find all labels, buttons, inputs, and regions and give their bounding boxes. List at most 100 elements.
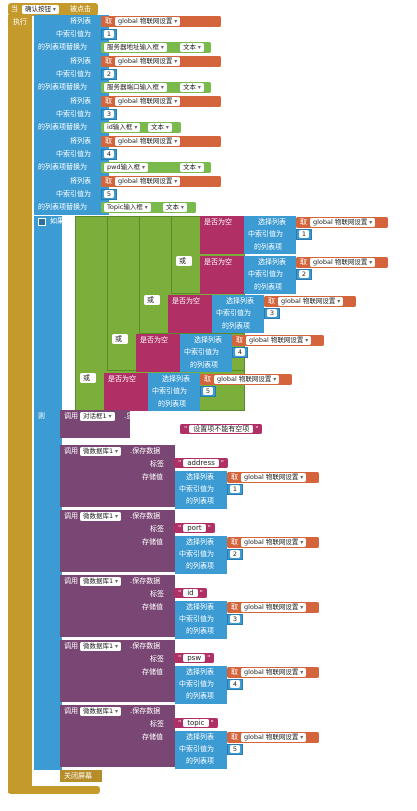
gear-icon[interactable] (38, 218, 46, 226)
textbox-dropdown[interactable]: pwd输入框 (104, 163, 148, 172)
close-screen-block[interactable] (60, 770, 102, 782)
global-var-dropdown[interactable]: global 物联网设置 (115, 137, 181, 146)
index-number[interactable]: 5 (230, 745, 240, 753)
textbox-dropdown[interactable]: 服务器端口输入框 (104, 83, 167, 92)
is-empty-block[interactable] (200, 216, 244, 254)
global-var-dropdown[interactable]: global 物联网设置 (246, 336, 312, 345)
event-component-dropdown[interactable]: 确认按钮 (22, 5, 59, 14)
event-when-label: 当 (11, 5, 18, 13)
global-var-dropdown[interactable]: global 物联网设置 (241, 473, 307, 482)
tinydb-component-dropdown[interactable]: 微数据库1 (80, 577, 122, 586)
global-var-dropdown[interactable]: global 物联网设置 (241, 733, 307, 742)
index-number[interactable]: 2 (299, 270, 309, 278)
tag-string-block[interactable]: " topic " (174, 718, 218, 728)
tag-string-block[interactable]: " id " (174, 588, 207, 598)
select-list-block[interactable] (148, 373, 200, 411)
tag-string-block[interactable]: " address " (174, 458, 228, 468)
is-empty-label: 是否为空 (204, 258, 232, 266)
text-property-block[interactable] (101, 122, 181, 133)
global-var-dropdown[interactable]: global 物联网设置 (115, 97, 181, 106)
select-list-block[interactable] (175, 731, 227, 769)
get-label: 取 (231, 668, 238, 676)
text-property-dropdown[interactable]: 文本 (180, 83, 204, 92)
tag-string-block[interactable]: " psw " (174, 653, 215, 663)
tinydb-component-dropdown[interactable]: 微数据库1 (80, 642, 122, 651)
or-dropdown[interactable] (144, 295, 160, 305)
index-number[interactable]: 3 (267, 309, 277, 317)
or-dropdown[interactable] (176, 256, 192, 266)
select-list-block[interactable] (175, 666, 227, 704)
text-property-dropdown[interactable]: 文本 (148, 123, 172, 132)
or-dropdown[interactable] (80, 373, 96, 383)
global-var-dropdown[interactable]: global 物联网设置 (241, 538, 307, 547)
text-property-dropdown[interactable]: 文本 (180, 43, 204, 52)
select-list-block[interactable] (175, 536, 227, 574)
if-block[interactable] (34, 216, 62, 428)
index-number[interactable]: 4 (235, 348, 245, 356)
event-body-spine (8, 15, 32, 793)
is-empty-block[interactable] (136, 334, 180, 372)
replace-list-item-block[interactable] (34, 175, 109, 215)
tag-text[interactable]: port (183, 524, 206, 532)
event-block[interactable]: 当 确认按钮 被点击 (8, 3, 98, 16)
select-list-block[interactable] (244, 256, 296, 294)
global-var-dropdown[interactable]: global 物联网设置 (310, 218, 376, 227)
global-var-dropdown[interactable]: global 物联网设置 (310, 258, 376, 267)
index-number[interactable]: 4 (104, 150, 114, 158)
index-number[interactable]: 3 (104, 110, 114, 118)
global-var-dropdown[interactable]: global 物联网设置 (241, 603, 307, 612)
replace-list-item-block[interactable] (34, 135, 109, 175)
global-var-dropdown[interactable]: global 物联网设置 (115, 17, 181, 26)
select-list-block[interactable] (212, 295, 264, 333)
textbox-dropdown[interactable]: id输入框 (104, 123, 141, 132)
tinydb-component-dropdown[interactable]: 微数据库1 (80, 707, 122, 716)
message-string-block[interactable]: " 设置项不能有空项 " (180, 424, 263, 434)
global-var-dropdown[interactable]: global 物联网设置 (214, 375, 280, 384)
index-number[interactable]: 2 (104, 70, 114, 78)
value-label: 存储值 (142, 733, 163, 741)
tag-text[interactable]: topic (183, 719, 209, 727)
replace-list-item-block[interactable] (34, 15, 109, 55)
textbox-dropdown[interactable]: 服务器地址输入框 (104, 43, 167, 52)
text-property-dropdown[interactable]: 文本 (163, 203, 187, 212)
list-label: 将列表 (70, 97, 91, 105)
tag-string-block[interactable]: " port " (174, 523, 215, 533)
or-dropdown[interactable] (112, 334, 128, 344)
replace-list-item-block[interactable] (34, 95, 109, 135)
global-var-dropdown[interactable]: global 物联网设置 (115, 57, 181, 66)
tag-text[interactable]: address (183, 459, 219, 467)
tinydb-component-dropdown[interactable]: 微数据库1 (80, 512, 122, 521)
index-number[interactable]: 5 (203, 387, 213, 395)
select-list-block[interactable] (180, 334, 232, 372)
select-list-block[interactable] (244, 216, 296, 254)
dialog-component-dropdown[interactable]: 对话框1 (80, 412, 115, 421)
index-number[interactable]: 2 (230, 550, 240, 558)
is-empty-label: 是否为空 (108, 375, 136, 383)
call-label: 调用 (64, 577, 78, 585)
replace-list-item-block[interactable] (34, 55, 109, 95)
tag-text[interactable]: psw (183, 654, 206, 662)
global-var-dropdown[interactable]: global 物联网设置 (278, 297, 344, 306)
text-property-block[interactable] (101, 162, 211, 173)
global-var-dropdown[interactable]: global 物联网设置 (115, 177, 181, 186)
is-empty-block[interactable] (200, 256, 244, 294)
index-number[interactable]: 3 (230, 615, 240, 623)
index-number[interactable]: 4 (230, 680, 240, 688)
index-number[interactable]: 1 (104, 30, 114, 38)
is-empty-label: 是否为空 (172, 297, 200, 305)
is-empty-block[interactable] (168, 295, 212, 333)
is-empty-block[interactable] (104, 373, 148, 411)
select-list-block[interactable] (175, 471, 227, 509)
global-var-dropdown[interactable]: global 物联网设置 (241, 668, 307, 677)
index-number[interactable]: 1 (230, 485, 240, 493)
index-number[interactable]: 5 (104, 190, 114, 198)
select-list-block[interactable] (175, 601, 227, 639)
tinydb-component-dropdown[interactable]: 微数据库1 (80, 447, 122, 456)
get-label: 取 (300, 218, 307, 226)
text-property-dropdown[interactable]: 文本 (180, 163, 204, 172)
tag-text[interactable]: id (183, 589, 198, 597)
message-text[interactable]: 设置项不能有空项 (189, 425, 254, 433)
textbox-dropdown[interactable]: Topic输入框 (104, 203, 151, 212)
index-number[interactable]: 1 (299, 230, 309, 238)
get-label: 取 (231, 733, 238, 741)
